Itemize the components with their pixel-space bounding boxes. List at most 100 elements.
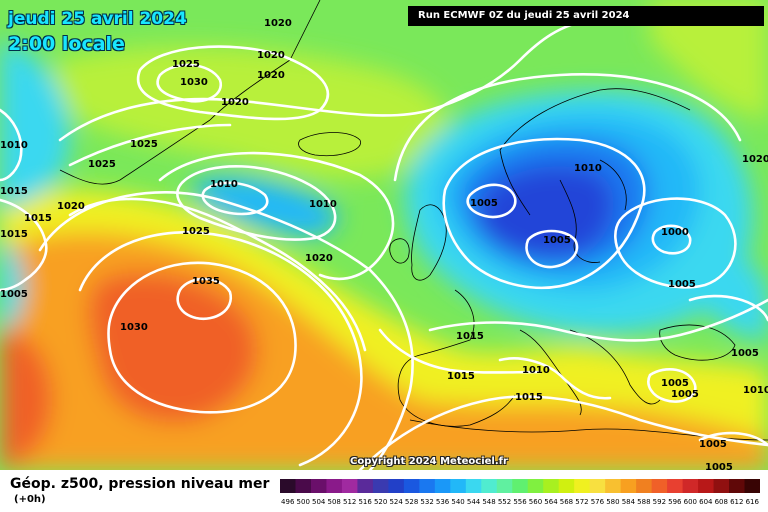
isobar-1010-northwest [0,108,23,182]
scale-swatch-548 [481,479,498,493]
coast-balkans-greece [569,329,661,405]
scale-swatch-604 [698,479,715,493]
scale-label-512: 512 [343,498,356,506]
scale-swatch-556 [512,479,529,493]
iso-1015-france: 1015 [456,331,484,342]
iso-1005-scand-a: 1005 [470,198,498,209]
coast-black-sea [659,324,736,361]
scale-swatch-528 [403,479,420,493]
iso-1010-scand: 1010 [574,163,602,174]
scale-swatch-516 [357,479,374,493]
color-scale-labels: 496 500 504 508 512 516 520 524 528 532 536 540 544 5… [281,498,759,506]
scale-label-556: 556 [513,498,527,506]
scale-label-572: 572 [575,498,588,506]
iso-1020-east-edge: 1020 [742,154,768,165]
isobar-1025-mid [68,197,367,352]
scale-swatch-580 [605,479,622,493]
color-scale-swatches [280,479,760,493]
iso-1030-greenland: 1030 [180,77,208,88]
run-info-box: Run ECMWF 0Z du jeudi 25 avril 2024 [408,6,764,26]
scale-swatch-504 [310,479,327,493]
scale-label-560: 560 [529,498,542,506]
iso-1025-west-a: 1025 [130,139,158,150]
coast-ireland [389,238,410,264]
forecast-offset: (+0h) [14,494,46,505]
scale-label-552: 552 [498,498,511,506]
scale-label-540: 540 [451,498,464,506]
isobar-1020-north [58,18,592,142]
iso-1005-turkey: 1005 [731,348,759,359]
iso-1020-west: 1020 [57,201,85,212]
iso-1025-west-b: 1025 [88,159,116,170]
scale-swatch-500 [295,479,312,493]
isobar-1015-europe [393,73,742,182]
isobar-1010-scand [442,137,646,290]
iso-1010-low-a: 1010 [210,179,238,190]
scale-swatch-564 [543,479,560,493]
iso-1005-mideast-b: 1005 [705,462,733,470]
scale-swatch-536 [434,479,451,493]
copyright-text: Copyright 2024 Meteociel.fr [350,456,508,467]
iso-1005-greece-a: 1005 [661,378,689,389]
iso-1010-west-a: 1010 [0,140,28,151]
scale-label-508: 508 [328,498,341,506]
iso-1005-west: 1005 [0,289,28,300]
isobar-1030-greenland [156,63,223,103]
scale-label-588: 588 [637,498,650,506]
isobar-1005-east-edge [698,431,768,447]
scale-swatch-544 [465,479,482,493]
scale-label-500: 500 [297,498,310,506]
map-time: 2:00 locale [8,33,125,55]
footer: Géop. z500, pression niveau mer (+0h) 49… [0,470,768,512]
scale-swatch-576 [589,479,606,493]
isobar-1005-scand-inner [466,183,517,219]
scale-label-564: 564 [544,498,558,506]
scale-swatch-540 [450,479,467,493]
scale-swatch-568 [558,479,575,493]
iso-1010-italy: 1010 [522,365,550,376]
isobar-labels: 1020 1020 1020 1025 1030 1020 1010 1025 … [0,18,768,470]
field-cyan-west [0,240,24,330]
scale-swatch-524 [388,479,405,493]
scale-label-584: 584 [622,498,636,506]
scale-label-528: 528 [405,498,418,506]
scale-label-544: 544 [467,498,481,506]
iso-1005-east: 1005 [668,279,696,290]
iso-1020-mid: 1020 [305,253,333,264]
scale-swatch-512 [341,479,358,493]
iso-1015-west-c: 1015 [0,229,28,240]
isobar-1035-azores [176,277,233,321]
scale-label-532: 532 [420,498,433,506]
iso-1005-greece-b: 1005 [671,389,699,400]
scale-label-568: 568 [560,498,573,506]
coast-britain [411,204,447,281]
iso-1030-azores: 1030 [120,322,148,333]
scale-swatch-608 [713,479,730,493]
scale-swatch-612 [729,479,746,493]
scale-label-516: 516 [358,498,372,506]
isobar-1015-spain [378,328,542,374]
run-info-text: Run ECMWF 0Z du jeudi 25 avril 2024 [418,10,630,21]
scale-label-548: 548 [482,498,495,506]
isobar-1015-west [0,198,48,292]
isobar-1015-france [428,298,768,342]
field-red-azores [88,272,258,423]
iso-1015-spain: 1015 [447,371,475,382]
field-yellow-green-north [49,46,448,179]
field-deep-blue-low [477,166,614,258]
map-date: jeudi 25 avril 2024 [8,9,187,29]
isobar-1005-greece [647,367,697,403]
isobar-1015-atlantic-low [176,165,337,241]
scale-label-520: 520 [374,498,387,506]
isobar-1005-baltic [614,197,737,289]
iso-1000-baltic: 1000 [661,227,689,238]
scale-label-592: 592 [653,498,666,506]
isobar-1020-mid [158,151,395,281]
iso-1020-greenland-a: 1020 [264,18,292,29]
scale-label-616: 616 [746,498,760,506]
scale-label-496: 496 [281,498,295,506]
map-parameter-title: Géop. z500, pression niveau mer [10,476,270,492]
scale-swatch-496 [280,479,296,493]
iso-1015-med: 1015 [515,392,543,403]
isobar-1025-azores [78,231,363,467]
